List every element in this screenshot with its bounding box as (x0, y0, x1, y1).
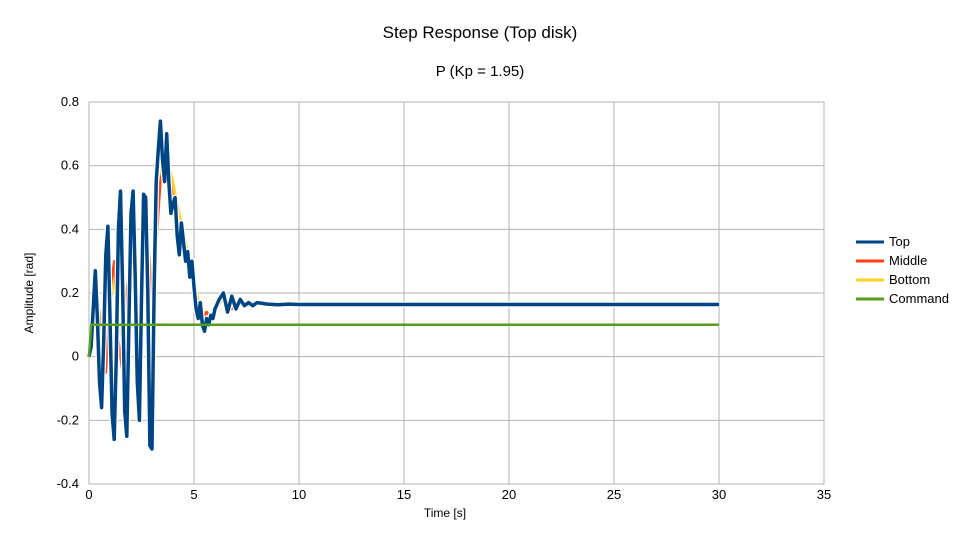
legend: Top Middle Bottom Command (856, 234, 949, 306)
legend-label-bottom: Bottom (889, 272, 930, 287)
y-tick-label: 0.4 (61, 221, 79, 236)
x-tick-label: 5 (190, 487, 197, 502)
legend-label-middle: Middle (889, 253, 927, 268)
x-tick-label: 0 (85, 487, 92, 502)
grid (88, 101, 825, 485)
tick-labels: 0 5 10 15 20 25 30 35 -0.4 -0.2 0 0.2 0.4 0.6 0.8 (57, 94, 832, 502)
x-tick-label: 35 (817, 487, 831, 502)
plot-frame (88, 101, 825, 485)
x-axis-label: Time [s] (424, 506, 466, 520)
y-axis-label: Amplitude [rad] (22, 253, 36, 334)
legend-label-command: Command (889, 291, 949, 306)
y-tick-label: 0.8 (61, 94, 79, 109)
y-tick-label: 0.6 (61, 158, 79, 173)
chart-subtitle: P (Kp = 1.95) (436, 63, 525, 80)
x-tick-label: 15 (397, 487, 411, 502)
x-tick-label: 25 (607, 487, 621, 502)
series-command-line (87, 323, 719, 357)
x-tick-label: 10 (292, 487, 306, 502)
series-top-line (87, 119, 719, 451)
series-layer (86, 118, 719, 452)
chart-title: Step Response (Top disk) (383, 23, 578, 42)
x-tick-label: 30 (712, 487, 726, 502)
y-tick-label: 0 (72, 349, 79, 364)
y-tick-label: -0.4 (57, 476, 79, 491)
x-tick-label: 20 (502, 487, 516, 502)
y-tick-label: -0.2 (57, 412, 79, 427)
y-tick-label: 0.2 (61, 285, 79, 300)
legend-label-top: Top (889, 234, 910, 249)
